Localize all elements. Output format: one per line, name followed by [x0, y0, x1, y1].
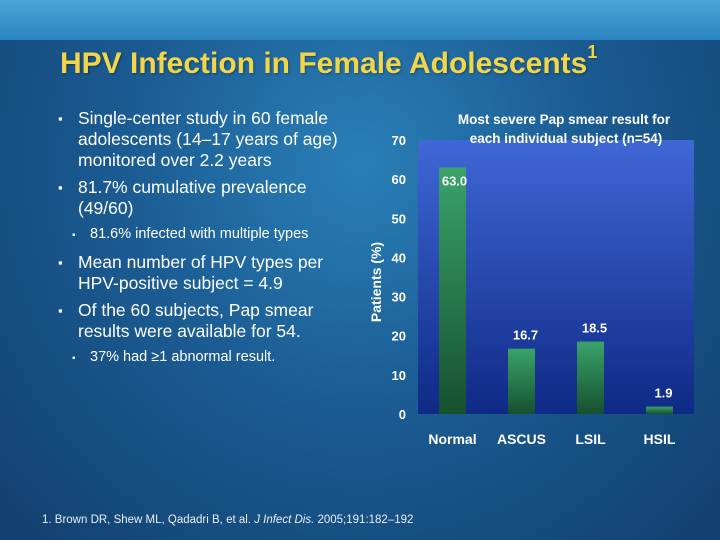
category-labels-group: Normal ASCUS LSIL HSIL [428, 431, 676, 447]
chart-title-line2: each individual subject (n=54) [470, 131, 662, 146]
bullet-pap-smear-availability: Of the 60 subjects, Pap smear results we… [56, 300, 356, 342]
y-tick-label: 60 [392, 172, 406, 187]
bullet-study-description: Single-center study in 60 female adolesc… [56, 108, 356, 171]
bar-normal [439, 167, 466, 414]
reference-prefix: 1. Brown DR, Shew ML, Qadadri B, et al. [42, 514, 255, 526]
bullet-cumulative-prevalence: 81.7% cumulative prevalence (49/60) [56, 177, 356, 219]
data-labels-group: 63.0 16.7 18.5 1.9 [442, 173, 673, 400]
reference-journal: J Infect Dis. [254, 514, 315, 526]
bar-lsil [577, 341, 604, 414]
slide-title-text: HPV Infection in Female Adolescents [60, 47, 588, 80]
data-label-normal: 63.0 [442, 173, 467, 188]
y-tick-label: 40 [392, 250, 406, 265]
y-tick-label: 10 [392, 368, 406, 383]
y-tick-label: 0 [399, 407, 406, 422]
category-label-normal: Normal [428, 431, 476, 447]
bullet-mean-hpv-types: Mean number of HPV types per HPV-positiv… [56, 252, 356, 294]
category-label-hsil: HSIL [644, 431, 676, 447]
y-tick-label: 30 [392, 290, 406, 305]
bar-ascus [508, 348, 535, 414]
category-label-ascus: ASCUS [497, 431, 546, 447]
bars-group [439, 167, 673, 414]
subbullet-abnormal-result: 37% had ≥1 abnormal result. [56, 348, 356, 368]
slide-title: HPV Infection in Female Adolescents1 [60, 42, 597, 81]
subbullet-multiple-types: 81.6% infected with multiple types [56, 225, 356, 245]
y-axis-ticks: 0 10 20 30 40 50 60 70 [392, 133, 406, 422]
reference-citation: 1. Brown DR, Shew ML, Qadadri B, et al. … [42, 514, 413, 526]
data-label-ascus: 16.7 [513, 328, 538, 343]
reference-suffix: 2005;191:182–192 [314, 514, 414, 526]
y-tick-label: 70 [392, 133, 406, 148]
top-decorative-band [0, 0, 720, 40]
bar-hsil [646, 406, 673, 414]
title-footnote-marker: 1 [587, 42, 598, 62]
data-label-lsil: 18.5 [582, 321, 607, 336]
data-label-hsil: 1.9 [654, 386, 672, 401]
chart-title-line1: Most severe Pap smear result for [458, 112, 671, 127]
y-tick-label: 50 [392, 211, 406, 226]
y-tick-label: 20 [392, 329, 406, 344]
category-label-lsil: LSIL [575, 431, 606, 447]
y-axis-label: Patients (%) [368, 242, 384, 322]
bullet-list: Single-center study in 60 female adolesc… [56, 108, 356, 375]
